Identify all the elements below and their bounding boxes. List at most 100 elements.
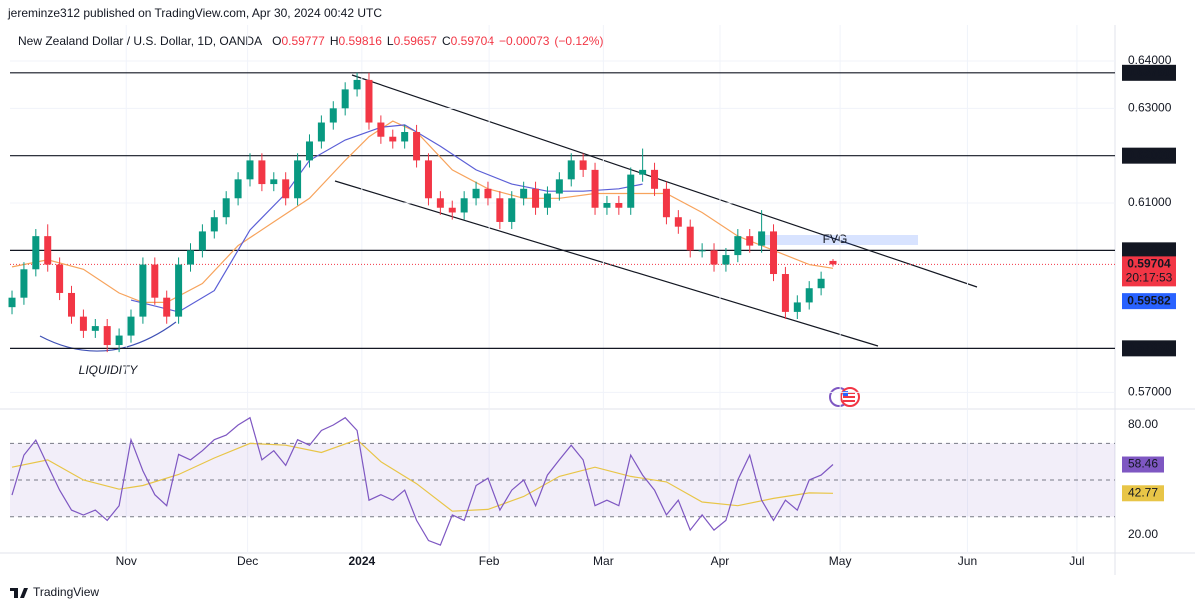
- candle-body: [198, 231, 206, 251]
- candle-body: [698, 250, 706, 252]
- level-box: [1122, 64, 1176, 81]
- x-tick-label: 2024: [348, 554, 375, 568]
- candle-body: [341, 89, 349, 109]
- candle-body: [79, 316, 87, 331]
- ohlc-name: H: [330, 34, 339, 48]
- channel-line: [351, 74, 978, 288]
- candle-body: [258, 160, 266, 185]
- change-value: −0.00073: [499, 34, 550, 48]
- rsi-line: [11, 416, 834, 546]
- publisher: jereminze312 published on TradingView.co…: [7, 6, 382, 20]
- candle-body: [424, 160, 432, 199]
- candle-body: [305, 141, 313, 161]
- flag-icon: [829, 387, 860, 407]
- ohlc-name: O: [272, 34, 281, 48]
- candle-body: [32, 236, 40, 270]
- fvg-label: FVG: [823, 232, 848, 246]
- candle-body: [401, 131, 409, 142]
- candle-body: [627, 174, 635, 208]
- channel-line: [334, 180, 879, 347]
- candle-body: [270, 179, 278, 185]
- candle-body: [567, 160, 575, 180]
- candle-body: [805, 288, 813, 303]
- footer-brand: TradingView: [33, 585, 99, 599]
- ohlc-name: L: [387, 34, 394, 48]
- candle-body: [508, 198, 516, 222]
- candle-body: [246, 160, 254, 180]
- candle-body: [103, 326, 111, 346]
- candle-body: [662, 188, 670, 218]
- ohlc-value: 0.59657: [394, 34, 438, 48]
- candle-body: [317, 122, 325, 142]
- candle-body: [139, 264, 147, 317]
- candle-body: [234, 179, 242, 199]
- candle-body: [710, 250, 718, 265]
- candle-body: [294, 160, 302, 199]
- ohlc-value: 0.59704: [451, 34, 495, 48]
- candle-body: [615, 203, 623, 208]
- rsi-value-box: [1122, 456, 1164, 473]
- series-header: New Zealand Dollar / U.S. Dollar, 1D, OA…: [18, 34, 603, 48]
- candle-body: [8, 297, 16, 308]
- candle-body: [722, 255, 730, 265]
- x-tick-label: Dec: [237, 554, 258, 568]
- price-label-box: [1122, 293, 1176, 310]
- candle-body: [222, 198, 230, 218]
- candle-body: [484, 188, 492, 199]
- candle-body: [127, 316, 135, 336]
- candle-body: [674, 217, 682, 227]
- y-tick-label: 0.57000: [1128, 385, 1172, 399]
- candle-body: [817, 278, 825, 289]
- price-label: 0.59582: [1127, 293, 1171, 307]
- rsi-value-label: 58.46: [1128, 457, 1158, 471]
- series-title: New Zealand Dollar / U.S. Dollar, 1D, OA…: [18, 34, 262, 48]
- candle-body: [543, 193, 551, 208]
- candle-body: [448, 207, 456, 213]
- candle-body: [163, 297, 171, 317]
- candle-body: [555, 179, 563, 194]
- candle-body: [603, 203, 611, 208]
- candle-body: [579, 160, 587, 170]
- candle-body: [68, 292, 76, 317]
- candle-body: [793, 302, 801, 312]
- liquidity-label: LIQUIDITY: [79, 363, 139, 377]
- y-tick-label: 0.64000: [1128, 53, 1172, 67]
- candle-body: [781, 274, 789, 312]
- candle-body: [210, 217, 218, 232]
- candle-body: [389, 136, 397, 142]
- y-tick-label: 80.00: [1128, 417, 1158, 431]
- candle-body: [770, 231, 778, 275]
- ohlc-name: C: [442, 34, 451, 48]
- candle-body: [639, 169, 647, 175]
- candle-body: [56, 264, 64, 293]
- candle-body: [282, 179, 290, 199]
- candle-body: [151, 264, 159, 298]
- candle-body: [436, 198, 444, 208]
- level-label: 0.63750: [1127, 65, 1171, 79]
- candle-body: [734, 236, 742, 256]
- candle-body: [44, 236, 52, 265]
- ohlc-value: 0.59816: [339, 34, 383, 48]
- candle-body: [365, 79, 373, 123]
- candle-body: [91, 326, 99, 331]
- level-label: 0.60000: [1127, 243, 1171, 257]
- candle-body: [532, 188, 540, 208]
- candle-body: [520, 188, 528, 199]
- change-value: (−0.12%): [554, 34, 603, 48]
- countdown: 20:17:53: [1126, 271, 1173, 285]
- candle-body: [20, 269, 28, 298]
- logo: [10, 588, 28, 598]
- x-tick-label: Nov: [116, 554, 137, 568]
- candle-body: [591, 169, 599, 208]
- y-tick-label: 0.63000: [1128, 100, 1172, 114]
- x-tick-label: Feb: [479, 554, 500, 568]
- candle-body: [746, 236, 754, 246]
- liquidity-arc: [39, 321, 177, 352]
- x-tick-label: Mar: [593, 554, 614, 568]
- x-tick-label: Jun: [958, 554, 977, 568]
- level-box: [1122, 242, 1176, 259]
- candle-body: [329, 108, 337, 123]
- moving-average: [130, 124, 643, 313]
